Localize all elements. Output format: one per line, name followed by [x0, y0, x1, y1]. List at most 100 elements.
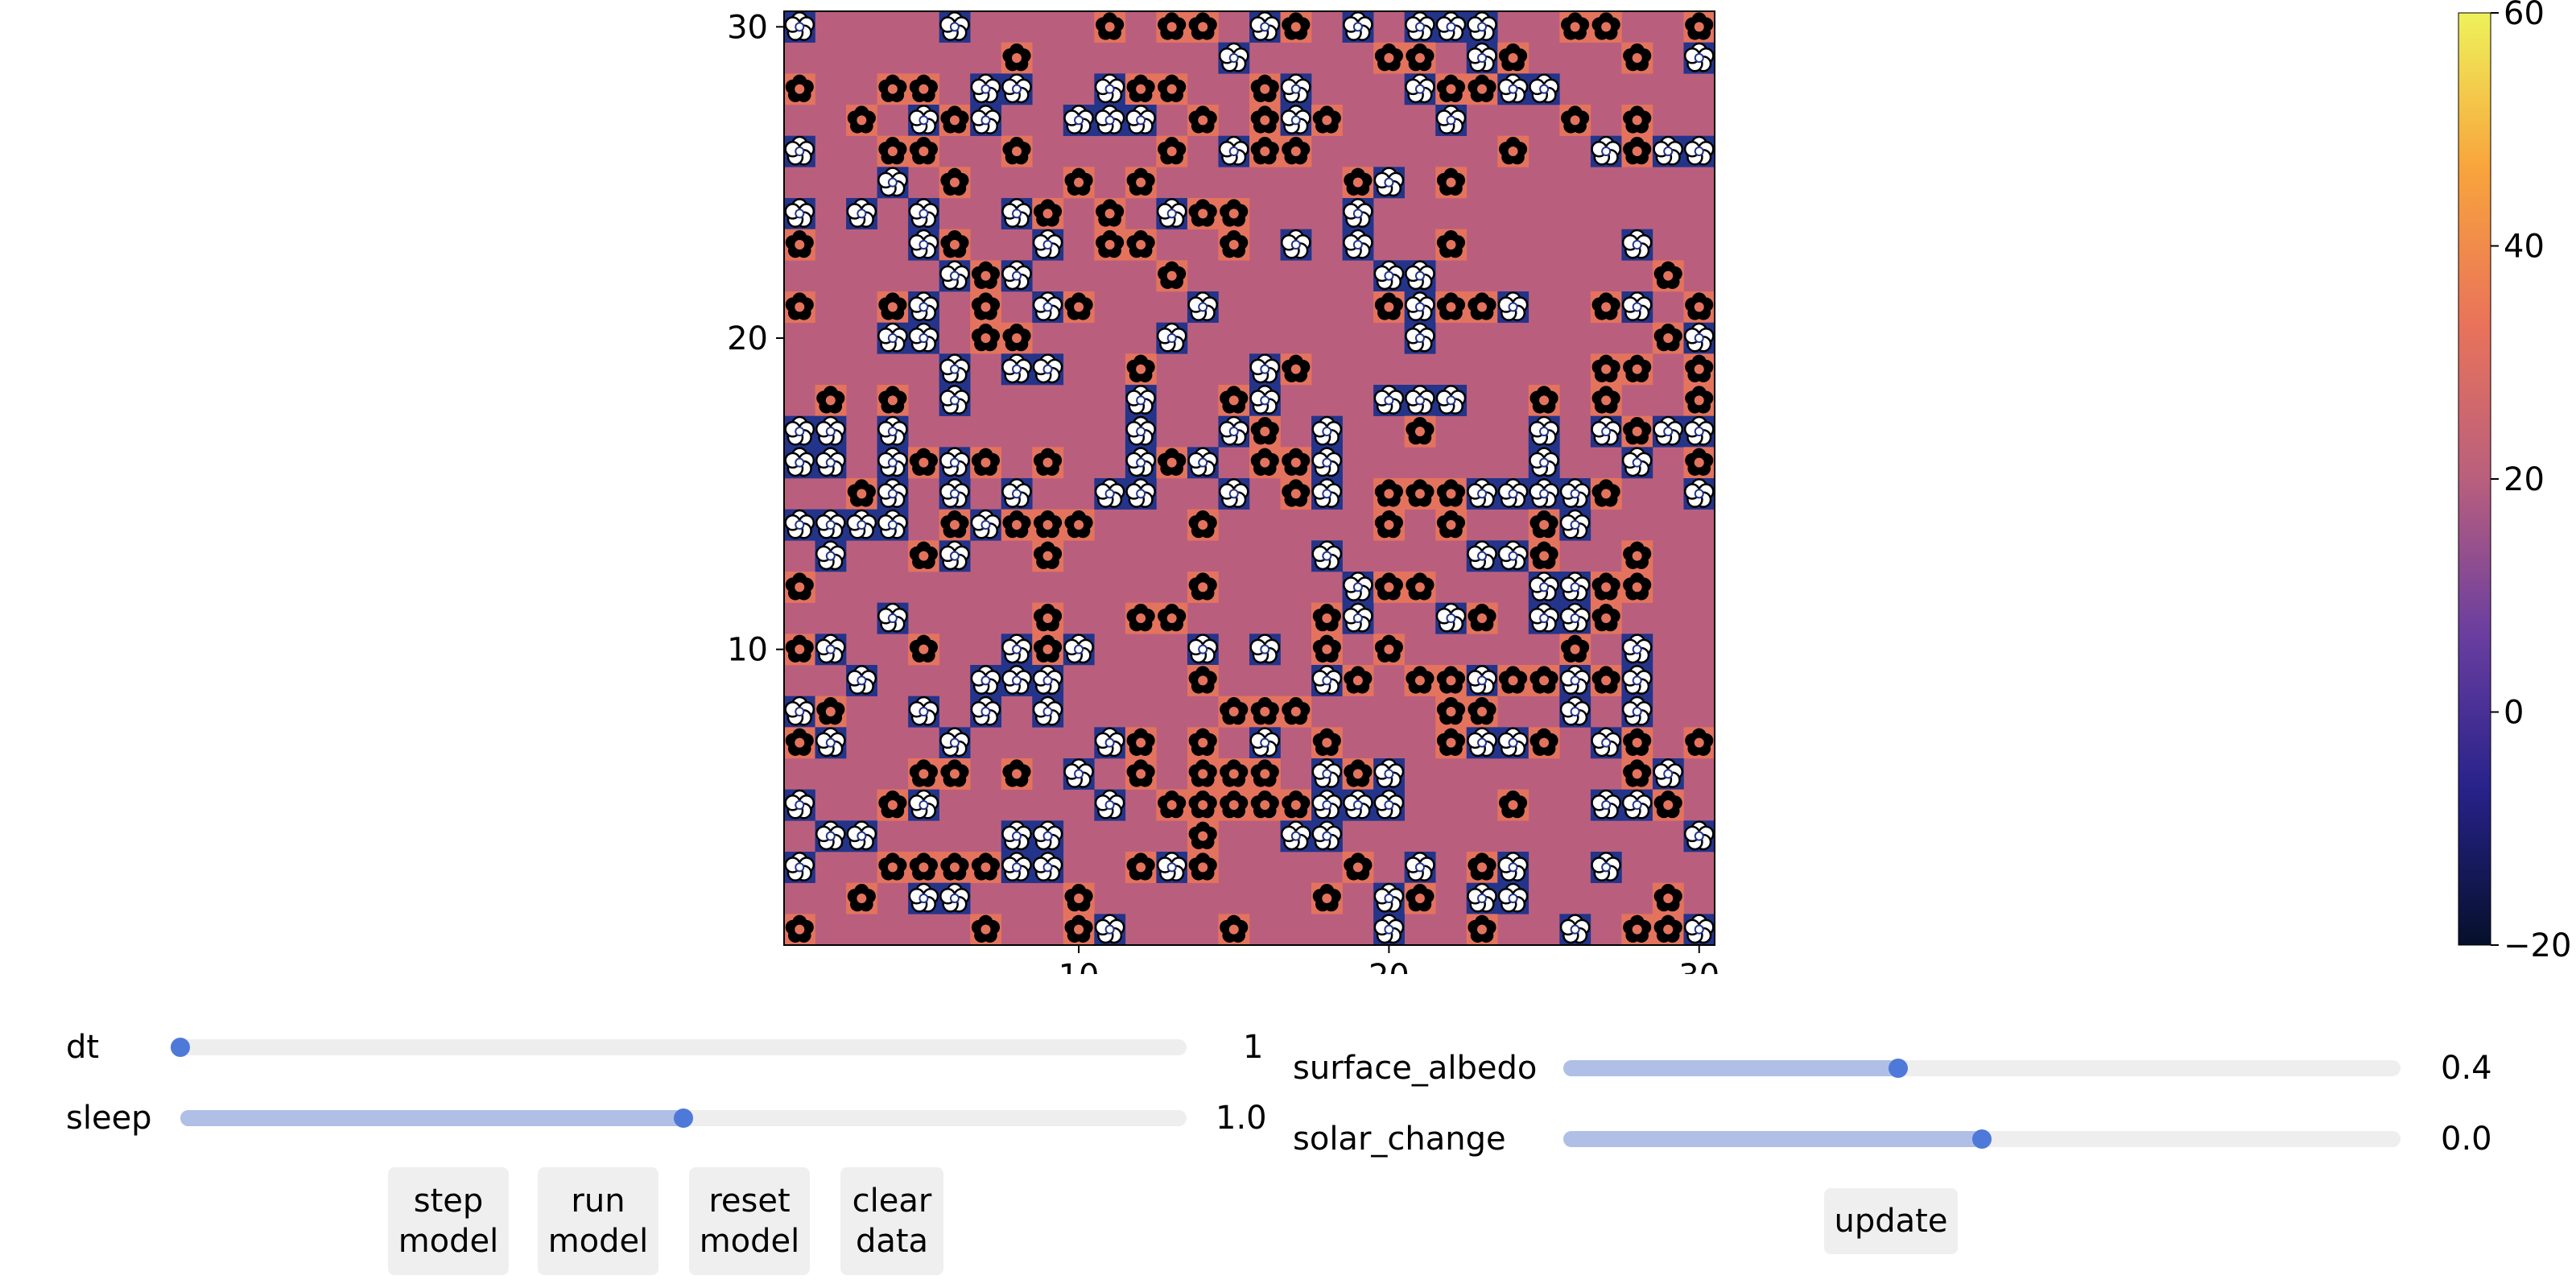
black-daisy-icon: [1220, 386, 1249, 414]
black-daisy-icon: [1591, 666, 1620, 694]
black-daisy-icon: [1002, 759, 1031, 787]
solar-change-value: 0.0: [2441, 1121, 2492, 1158]
step-model-button-line2: model: [398, 1223, 499, 1260]
step-model-button[interactable]: step model: [388, 1167, 509, 1275]
white-daisy-icon: [1653, 135, 1684, 166]
reset-model-button[interactable]: reset model: [689, 1167, 810, 1275]
white-daisy-icon: [1249, 634, 1281, 664]
black-daisy-icon: [1188, 791, 1217, 819]
black-daisy-icon: [785, 74, 814, 102]
black-daisy-icon: [1623, 914, 1652, 943]
white-daisy-icon: [1621, 229, 1653, 259]
clear-data-button[interactable]: clear data: [840, 1167, 943, 1275]
black-daisy-icon: [1653, 884, 1682, 912]
update-button[interactable]: update: [1824, 1188, 1958, 1254]
white-daisy-icon: [784, 789, 815, 819]
white-daisy-icon: [970, 665, 1001, 695]
dt-slider[interactable]: [171, 1038, 1187, 1057]
white-daisy-icon: [1280, 229, 1311, 259]
black-daisy-icon: [1436, 74, 1466, 102]
black-daisy-icon: [1033, 634, 1063, 663]
black-daisy-icon: [1188, 759, 1217, 787]
reset-model-button-line2: model: [699, 1223, 800, 1260]
black-daisy-icon: [1188, 105, 1217, 134]
black-daisy-icon: [1530, 728, 1558, 756]
white-daisy-icon: [846, 820, 877, 851]
run-model-button-line1: run: [571, 1183, 625, 1220]
white-daisy-icon: [1559, 602, 1591, 633]
black-daisy-icon: [1126, 604, 1155, 632]
white-daisy-icon: [1653, 758, 1684, 788]
black-daisy-icon: [1002, 137, 1031, 165]
white-daisy-icon: [1343, 789, 1373, 819]
white-daisy-icon: [1497, 478, 1529, 508]
black-daisy-icon: [1002, 43, 1031, 72]
y-tick-label: 10: [727, 632, 768, 669]
black-daisy-icon: [1561, 634, 1590, 663]
white-daisy-icon: [877, 322, 908, 353]
white-daisy-icon: [1125, 385, 1156, 415]
black-daisy-icon: [1188, 728, 1217, 756]
white-daisy-icon: [1621, 696, 1653, 726]
black-daisy-icon: [1498, 43, 1528, 72]
surface-albedo-label: surface_albedo: [1293, 1050, 1538, 1087]
solar-change-slider[interactable]: [1563, 1129, 2401, 1149]
white-daisy-icon: [908, 105, 939, 134]
y-tick-label: 20: [727, 320, 768, 357]
black-daisy-icon: [1530, 510, 1558, 539]
black-daisy-icon: [1685, 386, 1714, 414]
black-daisy-icon: [785, 572, 814, 601]
dt-slider-handle[interactable]: [171, 1038, 190, 1057]
white-daisy-icon: [908, 198, 939, 228]
black-daisy-icon: [909, 759, 938, 787]
white-daisy-icon: [1683, 42, 1715, 72]
sleep-slider-handle[interactable]: [674, 1108, 693, 1128]
white-daisy-icon: [939, 478, 970, 508]
white-daisy-icon: [1591, 727, 1621, 758]
black-daisy-icon: [971, 448, 1001, 476]
white-daisy-icon: [1373, 914, 1405, 944]
white-daisy-icon: [1094, 727, 1125, 758]
white-daisy-icon: [939, 11, 970, 41]
black-daisy-icon: [909, 634, 938, 663]
white-daisy-icon: [1405, 260, 1435, 291]
white-daisy-icon: [1405, 852, 1435, 881]
white-daisy-icon: [1125, 105, 1156, 134]
white-daisy-icon: [1467, 665, 1497, 695]
surface-albedo-slider[interactable]: [1563, 1059, 2401, 1078]
black-daisy-icon: [1468, 604, 1496, 632]
white-daisy-icon: [1405, 385, 1435, 415]
white-daisy-icon: [846, 198, 877, 228]
heatmap-axes: 10 20 30 10 20 30: [727, 9, 1719, 974]
black-daisy-icon: [909, 137, 938, 165]
black-daisy-icon: [909, 448, 938, 476]
white-daisy-icon: [939, 447, 970, 477]
white-daisy-icon: [1156, 198, 1187, 228]
sleep-slider[interactable]: [180, 1108, 1187, 1128]
white-daisy-icon: [970, 696, 1001, 726]
black-daisy-icon: [1250, 417, 1279, 445]
white-daisy-icon: [939, 353, 970, 384]
white-daisy-icon: [1529, 415, 1559, 446]
black-daisy-icon: [1653, 261, 1682, 289]
black-daisy-icon: [1406, 884, 1435, 912]
white-daisy-icon: [1187, 447, 1219, 477]
white-daisy-icon: [1405, 11, 1435, 41]
white-daisy-icon: [877, 167, 908, 197]
solar-change-slider-handle[interactable]: [1972, 1129, 1992, 1149]
white-daisy-icon: [1218, 478, 1249, 508]
white-daisy-icon: [1373, 385, 1405, 415]
white-daisy-icon: [1559, 509, 1591, 539]
run-model-button[interactable]: run model: [538, 1167, 658, 1275]
black-daisy-icon: [785, 230, 814, 258]
white-daisy-icon: [1094, 914, 1125, 944]
surface-albedo-slider-handle[interactable]: [1889, 1059, 1908, 1078]
black-daisy-icon: [1436, 666, 1466, 694]
white-daisy-icon: [1683, 415, 1715, 446]
black-daisy-icon: [878, 137, 907, 165]
white-daisy-icon: [784, 11, 815, 41]
white-daisy-icon: [1683, 914, 1715, 944]
white-daisy-icon: [1125, 478, 1156, 508]
white-daisy-icon: [908, 291, 939, 321]
black-daisy-icon: [1158, 448, 1187, 476]
